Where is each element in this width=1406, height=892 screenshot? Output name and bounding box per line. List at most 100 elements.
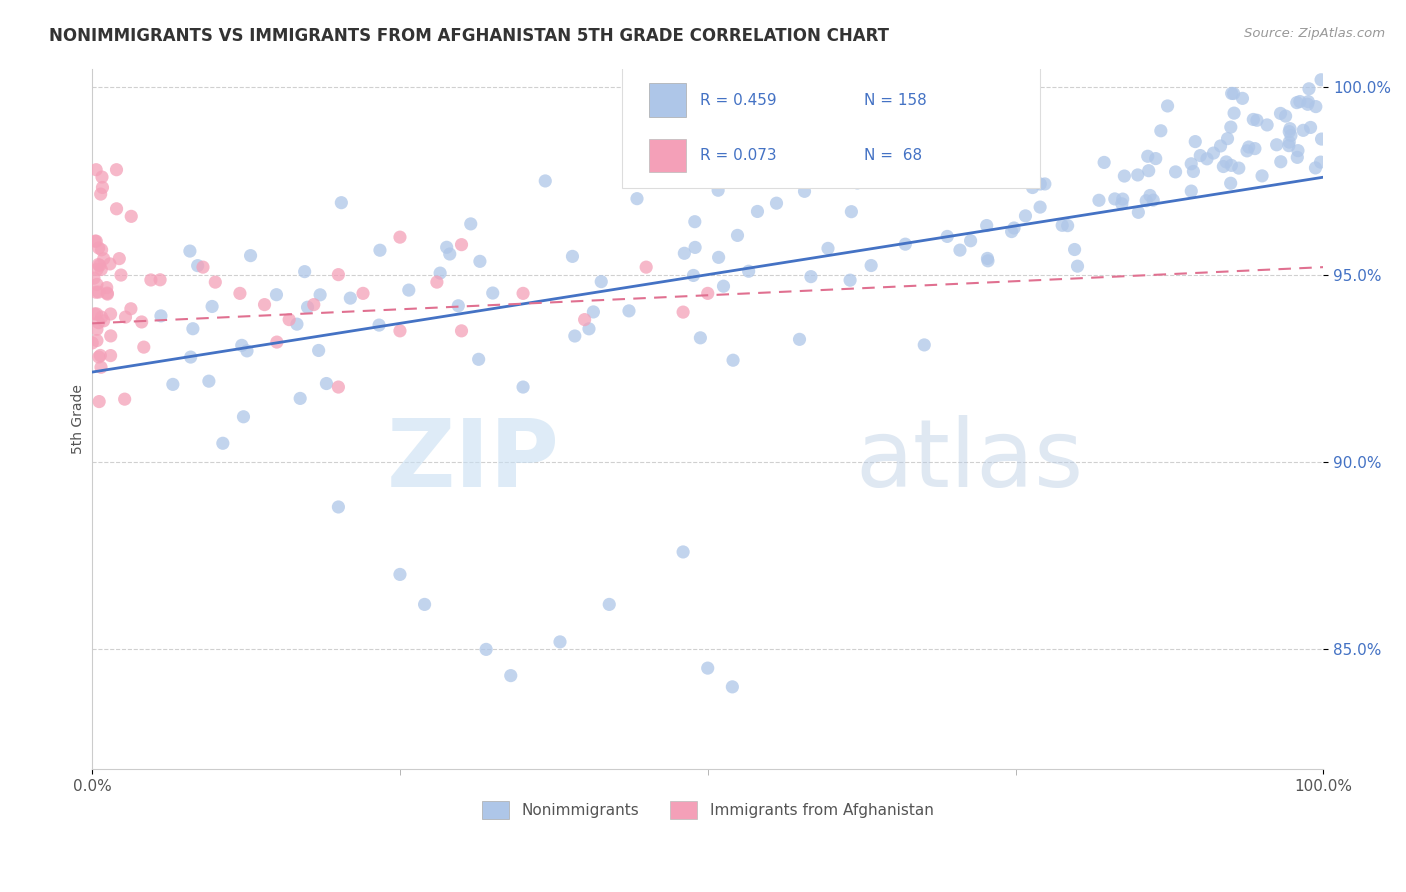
Point [368, 318, 391, 332]
Point [1237, 140, 1260, 154]
Point [1184, 135, 1206, 149]
Point [1265, 137, 1288, 152]
Point [1088, 194, 1111, 208]
Point [429, 266, 451, 280]
Point [1309, 155, 1331, 169]
Point [912, 338, 935, 352]
Point [100, 307, 122, 321]
Point [512, 286, 534, 301]
Point [1150, 124, 1173, 138]
Point [388, 324, 411, 338]
Point [1310, 132, 1333, 146]
Text: N =  68: N = 68 [865, 148, 922, 163]
Bar [648, 83, 686, 117]
Point [1305, 161, 1327, 175]
Point [1296, 97, 1319, 112]
Point [696, 661, 718, 675]
Point [108, 252, 131, 266]
Point [266, 335, 288, 350]
Point [1278, 135, 1301, 149]
Point [1305, 100, 1327, 114]
Point [682, 268, 704, 283]
Point [86, 334, 108, 348]
Point [89, 258, 111, 272]
Point [959, 234, 981, 248]
Point [721, 353, 744, 368]
Point [841, 204, 863, 219]
Point [86, 277, 108, 292]
Point [1274, 109, 1296, 123]
Point [450, 237, 472, 252]
Point [1189, 148, 1212, 162]
Point [1056, 219, 1078, 233]
Point [481, 286, 503, 301]
Point [1001, 225, 1024, 239]
Point [1195, 152, 1218, 166]
Point [1220, 87, 1243, 101]
Point [747, 204, 769, 219]
Point [302, 297, 325, 311]
Point [1033, 177, 1056, 191]
Point [388, 567, 411, 582]
Point [426, 275, 449, 289]
Point [1299, 120, 1322, 135]
Point [672, 545, 695, 559]
Point [90, 360, 112, 375]
Point [294, 265, 316, 279]
Point [1202, 146, 1225, 161]
Point [87, 258, 110, 272]
Point [285, 317, 308, 331]
Point [328, 268, 350, 282]
Point [1215, 155, 1237, 169]
Point [201, 300, 224, 314]
Point [91, 169, 114, 184]
Point [413, 598, 436, 612]
Point [561, 249, 583, 263]
Point [499, 668, 522, 682]
Point [894, 237, 917, 252]
Point [1278, 125, 1301, 139]
Point [328, 500, 350, 514]
Point [793, 185, 815, 199]
Text: atlas: atlas [855, 415, 1084, 507]
Point [475, 642, 498, 657]
Point [977, 253, 1000, 268]
Point [1182, 164, 1205, 178]
Point [1164, 165, 1187, 179]
Point [96, 280, 118, 294]
Point [87, 241, 110, 255]
Point [232, 409, 254, 424]
Point [84, 234, 107, 248]
Point [180, 350, 202, 364]
Point [1232, 91, 1254, 105]
Point [90, 187, 112, 202]
Point [191, 260, 214, 274]
Point [1156, 99, 1178, 113]
Point [1310, 72, 1333, 87]
Point [800, 269, 823, 284]
Point [388, 230, 411, 244]
Point [96, 286, 118, 301]
Point [1212, 160, 1234, 174]
Point [1112, 192, 1135, 206]
Point [672, 305, 695, 319]
Point [468, 254, 491, 268]
Point [236, 343, 259, 358]
Point [83, 271, 105, 285]
Point [1279, 121, 1302, 136]
Point [1092, 155, 1115, 169]
Point [1135, 194, 1157, 208]
Point [936, 229, 959, 244]
Point [713, 279, 735, 293]
Point [179, 244, 201, 258]
Point [626, 192, 648, 206]
Point [1029, 177, 1052, 191]
Point [1050, 219, 1073, 233]
Point [1180, 157, 1202, 171]
Point [1286, 150, 1309, 164]
Text: R = 0.459: R = 0.459 [700, 93, 778, 108]
Point [1142, 193, 1164, 207]
Point [266, 287, 288, 301]
Point [149, 309, 172, 323]
Point [84, 285, 107, 300]
